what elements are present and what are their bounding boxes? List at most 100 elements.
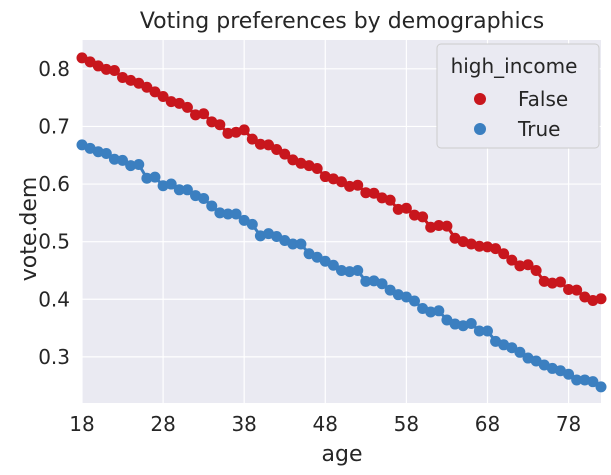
data-point-true: [117, 154, 129, 166]
data-point-true: [473, 325, 485, 337]
chart-title: Voting preferences by demographics: [140, 9, 544, 34]
data-point-false: [336, 176, 347, 188]
data-point-false: [238, 124, 250, 136]
data-point-false: [190, 109, 202, 121]
data-point-true: [563, 368, 575, 380]
data-point-true: [530, 355, 542, 367]
data-point-false: [384, 194, 396, 206]
data-point-true: [384, 284, 396, 296]
data-point-false: [181, 101, 193, 113]
data-point-true: [400, 291, 412, 303]
legend-label-true: True: [517, 117, 560, 141]
data-point-true: [214, 207, 226, 219]
data-point-false: [198, 108, 210, 120]
data-point-false: [563, 283, 575, 295]
data-point-true: [311, 251, 323, 263]
data-point-true: [408, 295, 420, 307]
x-tick-label: 78: [556, 412, 581, 436]
data-point-true: [181, 184, 193, 196]
data-point-false: [254, 138, 266, 150]
data-point-false: [506, 254, 518, 266]
y-tick-label: 0.3: [38, 345, 70, 369]
data-point-false: [246, 133, 258, 145]
data-point-true: [433, 305, 445, 317]
x-tick-labels: 18 28 38 48 58 68 78: [69, 412, 581, 436]
data-point-true: [514, 346, 526, 358]
series-false: [76, 52, 607, 306]
x-axis-label: age: [322, 442, 363, 467]
x-tick-label: 48: [313, 412, 338, 436]
y-tick-label: 0.7: [38, 114, 70, 138]
data-point-true: [100, 148, 112, 160]
data-point-false: [344, 180, 356, 192]
series-group: [76, 52, 607, 393]
y-tick-label: 0.8: [38, 57, 70, 81]
data-point-true: [441, 314, 453, 326]
data-point-true: [287, 238, 299, 250]
data-point-true: [336, 264, 347, 276]
legend-label-false: False: [518, 87, 568, 111]
data-point-true: [108, 153, 120, 165]
data-point-false: [271, 143, 283, 155]
data-point-false: [522, 259, 534, 271]
data-point-false: [514, 260, 526, 272]
data-point-true: [295, 238, 307, 250]
data-point-true: [587, 376, 599, 388]
legend-title: high_income: [451, 54, 578, 78]
data-point-false: [554, 276, 566, 288]
data-point-true: [125, 160, 137, 172]
data-point-true: [465, 317, 477, 329]
data-point-true: [271, 230, 283, 242]
y-tick-labels: 0.3 0.4 0.5 0.6 0.7 0.8: [38, 57, 70, 369]
data-point-true: [206, 200, 218, 212]
data-point-true: [425, 306, 437, 318]
y-tick-label: 0.5: [38, 230, 70, 254]
data-point-false: [352, 179, 364, 191]
x-tick-label: 38: [231, 412, 256, 436]
data-point-false: [84, 56, 96, 68]
data-point-false: [157, 90, 169, 102]
data-point-true: [230, 208, 242, 220]
data-point-false: [100, 63, 112, 75]
data-point-false: [76, 52, 88, 64]
data-point-false: [433, 220, 445, 232]
data-point-false: [392, 203, 404, 215]
data-point-true: [173, 184, 185, 196]
data-point-false: [530, 264, 542, 276]
data-point-true: [238, 214, 250, 226]
data-point-false: [490, 243, 502, 255]
data-point-true: [481, 325, 493, 337]
y-tick-label: 0.4: [38, 287, 70, 311]
x-tick-label: 18: [69, 412, 94, 436]
data-point-true: [198, 192, 210, 204]
data-point-false: [141, 81, 153, 93]
legend-marker-false: [474, 93, 486, 105]
data-point-false: [400, 202, 412, 214]
data-point-false: [214, 119, 226, 131]
data-point-false: [417, 211, 429, 223]
data-point-false: [546, 277, 558, 289]
data-point-true: [327, 259, 339, 271]
x-tick-label: 68: [475, 412, 500, 436]
data-point-true: [246, 218, 258, 230]
data-point-true: [506, 342, 518, 354]
y-tick-label: 0.6: [38, 172, 70, 196]
series-true: [76, 139, 607, 393]
data-point-true: [133, 158, 145, 170]
data-point-false: [149, 86, 161, 98]
data-point-false: [498, 248, 510, 260]
legend-box: [436, 43, 600, 149]
x-tick-label: 28: [150, 412, 175, 436]
data-point-false: [595, 293, 607, 305]
data-point-false: [173, 97, 185, 109]
data-point-true: [165, 178, 177, 190]
legend: high_income False True: [436, 43, 600, 149]
data-point-true: [376, 278, 388, 290]
data-point-true: [352, 264, 364, 276]
data-point-true: [344, 266, 356, 278]
data-point-false: [279, 148, 291, 160]
data-point-false: [473, 240, 485, 252]
data-point-false: [368, 187, 380, 199]
data-point-false: [311, 162, 323, 174]
